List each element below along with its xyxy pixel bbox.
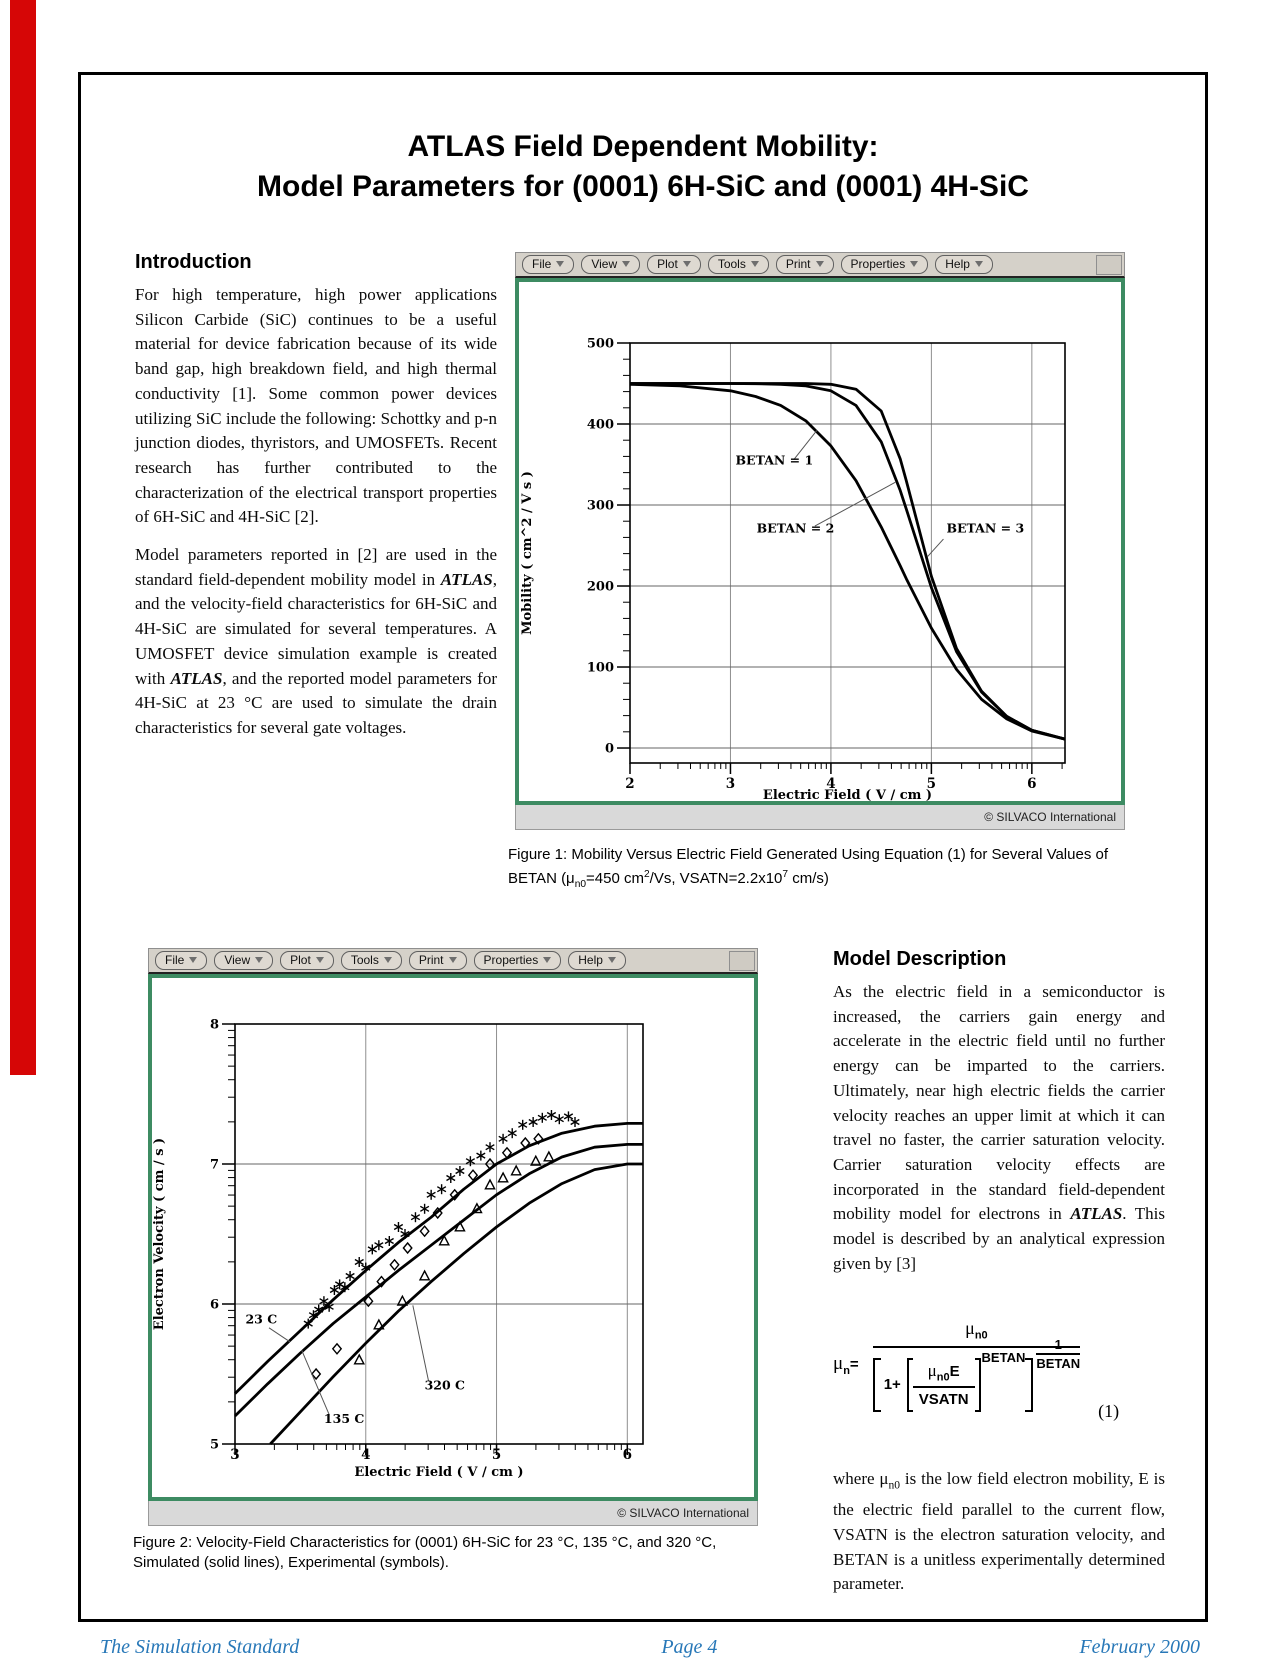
introduction-paragraph-1: For high temperature, high power applica… bbox=[135, 285, 497, 527]
svg-text:320 C: 320 C bbox=[425, 1377, 465, 1392]
svg-text:6: 6 bbox=[1027, 776, 1036, 792]
outer-exponent: 1 BETAN bbox=[1036, 1336, 1081, 1371]
menu-tools-button[interactable]: Tools bbox=[340, 951, 402, 970]
dropdown-arrow-icon bbox=[448, 957, 457, 963]
model-description-paragraph: As the electric field in a semiconductor… bbox=[833, 982, 1166, 1273]
svg-text:5: 5 bbox=[927, 776, 936, 792]
svg-text:3: 3 bbox=[230, 1447, 239, 1463]
left-bracket bbox=[872, 1357, 881, 1412]
figure2-plot-window: File View Plot Tools Print Properties Help 5 6 7… bbox=[148, 948, 758, 1526]
figure2-statusbar: © SILVACO International bbox=[148, 1501, 758, 1526]
svg-text:500: 500 bbox=[587, 337, 614, 352]
dropdown-arrow-icon bbox=[910, 261, 919, 267]
inner-left-bracket bbox=[906, 1357, 913, 1412]
svg-text:400: 400 bbox=[587, 418, 614, 433]
svg-text:135 C: 135 C bbox=[324, 1411, 364, 1426]
menu-file-button[interactable]: File bbox=[522, 255, 575, 274]
svg-text:5: 5 bbox=[210, 1438, 219, 1453]
equation-1: μn= μn0 1+ μn0E VSATN BETAN 1 bbox=[833, 1318, 1165, 1421]
dropdown-arrow-icon bbox=[607, 957, 616, 963]
svg-text:23 C: 23 C bbox=[245, 1312, 277, 1327]
document-page: ATLAS Field Dependent Mobility: Model Pa… bbox=[78, 72, 1208, 1622]
svg-text:0: 0 bbox=[605, 742, 614, 757]
menu-plot-button[interactable]: Plot bbox=[647, 255, 701, 274]
window-resize-corner bbox=[729, 951, 755, 971]
svg-text:6: 6 bbox=[623, 1447, 632, 1463]
figure1-statusbar: © SILVACO International bbox=[515, 805, 1125, 830]
svg-text:Electric Field ( V / cm ): Electric Field ( V / cm ) bbox=[354, 1465, 523, 1480]
equation-lhs: μn= bbox=[833, 1352, 859, 1377]
menu-plot-button[interactable]: Plot bbox=[280, 951, 334, 970]
svg-text:300: 300 bbox=[587, 499, 614, 514]
figure1-plot-window: File View Plot Tools Print Properties Help 0 10… bbox=[515, 252, 1125, 830]
menu-help-button[interactable]: Help bbox=[568, 951, 626, 970]
svg-text:3: 3 bbox=[726, 776, 735, 792]
silvaco-copyright: © SILVACO International bbox=[617, 1506, 749, 1520]
svg-text:100: 100 bbox=[587, 661, 614, 676]
introduction-section: Introduction For high temperature, high … bbox=[135, 249, 497, 754]
introduction-heading: Introduction bbox=[135, 251, 252, 273]
figure2-menubar: File View Plot Tools Print Properties Help bbox=[148, 948, 758, 974]
dropdown-arrow-icon bbox=[750, 261, 759, 267]
menu-view-button[interactable]: View bbox=[214, 951, 274, 970]
svg-text:2: 2 bbox=[625, 776, 634, 792]
inner-right-bracket bbox=[974, 1357, 981, 1412]
footer-date: February 2000 bbox=[1079, 1636, 1200, 1658]
svg-text:Electron Velocity ( cm / s ): Electron Velocity ( cm / s ) bbox=[152, 1138, 167, 1330]
dropdown-arrow-icon bbox=[383, 957, 392, 963]
menu-help-button[interactable]: Help bbox=[935, 255, 993, 274]
figure1-menubar: File View Plot Tools Print Properties Help bbox=[515, 252, 1125, 278]
page-footer: The Simulation Standard Page 4 February … bbox=[100, 1636, 1200, 1659]
dropdown-arrow-icon bbox=[315, 957, 324, 963]
mobility-chart: 0 100 200 300 400 500 2 3 4 5 6 BETAN = 1 BETAN = 2 B… bbox=[515, 278, 1125, 805]
figure1-caption: Figure 1: Mobility Versus Electric Field… bbox=[508, 846, 1108, 890]
introduction-paragraph-2: Model parameters reported in [2] are use… bbox=[135, 545, 497, 737]
page-title: ATLAS Field Dependent Mobility: Model Pa… bbox=[81, 127, 1205, 207]
svg-text:BETAN = 2: BETAN = 2 bbox=[757, 521, 835, 536]
fraction-bar bbox=[872, 1345, 1081, 1348]
menu-tools-button[interactable]: Tools bbox=[707, 255, 769, 274]
silvaco-copyright: © SILVACO International bbox=[984, 810, 1116, 824]
dropdown-arrow-icon bbox=[974, 261, 983, 267]
window-resize-corner bbox=[1096, 255, 1122, 275]
model-description-section: Model Description As the electric field … bbox=[833, 946, 1165, 1289]
svg-text:7: 7 bbox=[210, 1158, 219, 1173]
dropdown-arrow-icon bbox=[815, 261, 824, 267]
title-line-1: ATLAS Field Dependent Mobility: bbox=[407, 130, 879, 163]
model-description-heading: Model Description bbox=[833, 948, 1007, 970]
equation-fraction: μn0 1+ μn0E VSATN BETAN 1 BETAN bbox=[872, 1318, 1081, 1412]
footer-page-number: Page 4 bbox=[661, 1636, 718, 1658]
equation-number: (1) bbox=[1098, 1400, 1120, 1421]
menu-file-button[interactable]: File bbox=[155, 951, 208, 970]
menu-view-button[interactable]: View bbox=[581, 255, 641, 274]
figure2-caption: Figure 2: Velocity-Field Characteristics… bbox=[133, 1534, 717, 1571]
title-line-2: Model Parameters for (0001) 6H-SiC and (… bbox=[257, 170, 1029, 203]
svg-text:6: 6 bbox=[210, 1298, 219, 1313]
svg-text:Electric Field ( V / cm ): Electric Field ( V / cm ) bbox=[763, 788, 932, 801]
svg-text:4: 4 bbox=[361, 1447, 370, 1463]
svg-text:200: 200 bbox=[587, 580, 614, 595]
svg-text:5: 5 bbox=[492, 1447, 501, 1463]
svg-text:BETAN = 3: BETAN = 3 bbox=[946, 521, 1024, 536]
dropdown-arrow-icon bbox=[682, 261, 691, 267]
right-bracket bbox=[1025, 1357, 1034, 1412]
menu-properties-button[interactable]: Properties bbox=[473, 951, 562, 970]
svg-text:8: 8 bbox=[210, 1018, 219, 1033]
dropdown-arrow-icon bbox=[556, 261, 565, 267]
footer-publication: The Simulation Standard bbox=[100, 1636, 300, 1658]
velocity-chart: 5 6 7 8 3 4 5 6 23 C 135 C 320 C Electric Field ( V… bbox=[148, 974, 758, 1501]
dropdown-arrow-icon bbox=[189, 957, 198, 963]
equation-where-paragraph: where μn0 is the low field electron mobi… bbox=[833, 1469, 1165, 1594]
menu-print-button[interactable]: Print bbox=[775, 255, 834, 274]
svg-text:BETAN = 1: BETAN = 1 bbox=[735, 453, 813, 468]
dropdown-arrow-icon bbox=[255, 957, 264, 963]
menu-print-button[interactable]: Print bbox=[408, 951, 467, 970]
svg-text:4: 4 bbox=[826, 776, 835, 792]
red-sidebar bbox=[10, 0, 36, 1075]
dropdown-arrow-icon bbox=[543, 957, 552, 963]
svg-text:Mobility ( cm^2 / V s ): Mobility ( cm^2 / V s ) bbox=[520, 471, 535, 635]
dropdown-arrow-icon bbox=[622, 261, 631, 267]
menu-properties-button[interactable]: Properties bbox=[840, 255, 929, 274]
